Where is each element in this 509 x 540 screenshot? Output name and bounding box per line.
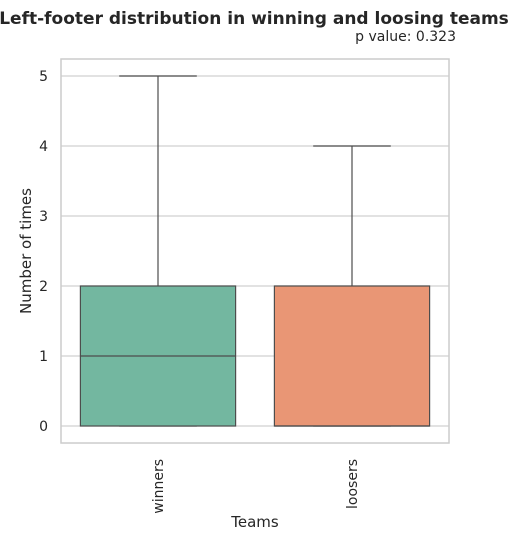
plot-frame (60, 58, 450, 444)
x-tick-label-loosers: loosers (345, 459, 361, 509)
y-tick-label-3: 3 (39, 209, 48, 225)
y-tick-label-1: 1 (39, 349, 48, 365)
chart-subtitle-pvalue: p value: 0.323 (355, 29, 456, 45)
y-tick-label-4: 4 (39, 139, 48, 155)
box-body-loosers (273, 285, 431, 427)
x-tick-labels: winners loosers (151, 459, 361, 514)
y-tick-label-5: 5 (39, 69, 48, 85)
x-tick-label-winners: winners (151, 459, 167, 514)
x-axis-label: Teams (230, 513, 279, 531)
y-tick-label-2: 2 (39, 279, 48, 295)
y-axis-label: Number of times (17, 188, 35, 314)
box-winners (79, 75, 237, 427)
box-loosers (273, 145, 431, 427)
y-tick-labels: 0 1 2 3 4 5 (39, 69, 48, 435)
box-series (79, 75, 431, 427)
chart-title: Left-footer distribution in winning and … (0, 9, 509, 29)
y-tick-label-0: 0 (39, 419, 48, 435)
